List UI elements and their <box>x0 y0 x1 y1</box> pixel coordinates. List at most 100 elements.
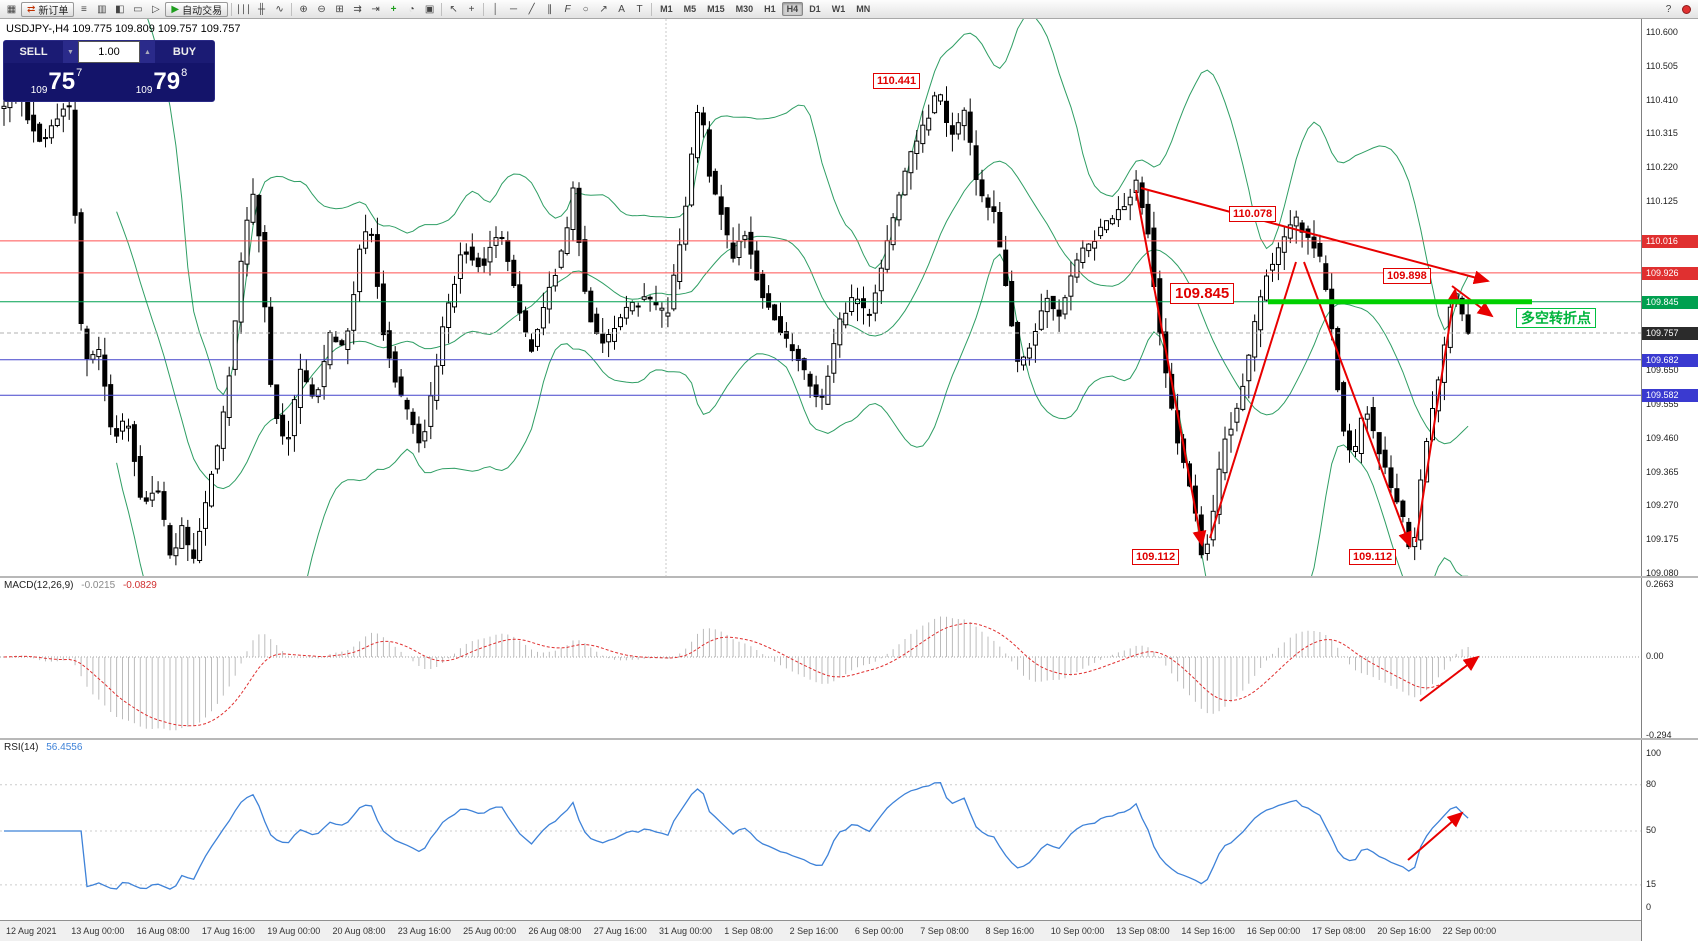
bar-chart-icon[interactable]: ∣∣∣ <box>236 3 252 15</box>
tf-h4[interactable]: H4 <box>781 2 804 16</box>
strategy-tester-icon[interactable]: ▷ <box>152 3 160 15</box>
tf-d1[interactable]: D1 <box>809 4 821 14</box>
text-label-icon[interactable]: T <box>636 3 643 15</box>
help-icon[interactable]: ? <box>1665 3 1672 15</box>
tf-w1[interactable]: W1 <box>831 4 846 14</box>
rsi-value: 56.4556 <box>46 742 83 753</box>
rsi-pane[interactable] <box>0 740 1641 918</box>
pane-separator[interactable] <box>0 576 1698 578</box>
bollinger-upper <box>147 19 1469 396</box>
macd-value-signal: -0.0829 <box>122 580 157 591</box>
price-scale-tick: 109.460 <box>1646 432 1679 443</box>
sell-price[interactable]: 109 75 7 <box>4 63 109 101</box>
buy-price[interactable]: 109 79 8 <box>109 63 214 101</box>
price-annotation-109845[interactable]: 109.845 <box>1170 283 1235 304</box>
date-label: 26 Aug 08:00 <box>528 926 582 936</box>
macd-signal-line <box>3 622 1469 727</box>
zoom-in-icon[interactable]: ⊕ <box>299 3 308 15</box>
price-scale-tick: 109.555 <box>1646 398 1679 409</box>
date-label: 20 Aug 08:00 <box>332 926 386 936</box>
tile-windows-icon[interactable]: ⊞ <box>335 3 344 15</box>
macd-pane[interactable] <box>0 578 1641 738</box>
channel-icon[interactable]: ∥ <box>547 3 553 15</box>
new-order-label: 新订单 <box>38 5 69 17</box>
price-scale-tick: 109.365 <box>1646 466 1679 477</box>
price-flag-label[interactable]: 110.441 <box>873 73 921 89</box>
navigator-icon[interactable]: ◧ <box>115 3 125 15</box>
price-flag-label[interactable]: 109.898 <box>1383 268 1431 284</box>
sell-price-handle: 109 <box>30 85 48 96</box>
date-label: 6 Sep 00:00 <box>854 926 904 936</box>
vertical-line-icon[interactable]: │ <box>492 3 499 15</box>
text-icon[interactable]: A <box>618 3 625 15</box>
price-scale-highlight: 109.926 <box>1642 266 1698 280</box>
tf-m1[interactable]: M1 <box>660 4 673 14</box>
price-scale[interactable]: 110.600 110.505 110.410 110.315 110.220 110.1… <box>1641 19 1698 941</box>
tf-m15[interactable]: M15 <box>707 4 725 14</box>
line-chart-icon[interactable]: ∿ <box>275 3 284 15</box>
templates-icon[interactable]: ▣ <box>424 3 435 15</box>
price-flag-label[interactable]: 109.112 <box>1349 549 1397 565</box>
price-scale-tick: 110.125 <box>1646 196 1678 207</box>
turning-point-note[interactable]: 多空转折点 <box>1516 308 1596 328</box>
tf-m5[interactable]: M5 <box>683 4 697 14</box>
tf-m30[interactable]: M30 <box>735 4 754 14</box>
candlestick-chart-icon[interactable]: ╫ <box>258 3 266 15</box>
main-chart-pane[interactable] <box>0 19 1641 576</box>
volume-input[interactable] <box>78 41 140 63</box>
macd-scale-tick: -0.294 <box>1646 730 1672 741</box>
toolbar-separator <box>483 2 485 16</box>
data-window-icon[interactable]: ▥ <box>97 3 107 15</box>
toolbar: ▦ ⇄ 新订单 ≡ ▥ ◧ ▭ ▷ ▶ 自动交易 ∣∣∣ ╫ ∿ ⊕ ⊖ ⊞ ⇉… <box>0 0 1698 19</box>
terminal-icon[interactable]: ▭ <box>133 3 143 15</box>
date-label: 22 Sep 00:00 <box>1442 926 1497 936</box>
toolbar-separator <box>651 2 653 16</box>
tf-mn[interactable]: MN <box>856 4 871 14</box>
rsi-label: RSI(14) 56.4556 <box>4 742 82 753</box>
volume-up-button[interactable]: ▲ <box>140 41 155 63</box>
crosshair-icon[interactable]: + <box>468 3 475 15</box>
tf-h1[interactable]: H1 <box>764 4 776 14</box>
price-scale-tick: 110.315 <box>1646 128 1678 139</box>
buy-price-big: 79 <box>153 68 181 95</box>
autotrading-play-icon: ▶ <box>171 3 180 15</box>
chart-window-icon[interactable]: ▦ <box>6 3 17 15</box>
rsi-scale-tick: 80 <box>1646 778 1657 789</box>
horizontal-line-icon[interactable]: ─ <box>510 3 518 15</box>
arrows-tool-icon[interactable]: ↗ <box>599 3 608 15</box>
indicators-icon[interactable]: + <box>390 3 397 15</box>
price-scale-tick: 110.220 <box>1646 162 1678 173</box>
rsi-scale-tick: 50 <box>1646 825 1657 835</box>
buy-button[interactable]: BUY <box>155 41 214 63</box>
date-label: 20 Sep 16:00 <box>1377 926 1431 936</box>
trendline-icon[interactable]: ╱ <box>528 3 535 15</box>
market-watch-icon[interactable]: ≡ <box>80 3 87 15</box>
rsi-scale-tick: 15 <box>1646 878 1657 889</box>
cursor-icon[interactable]: ↖ <box>449 3 458 15</box>
autoscroll-icon[interactable]: ⇉ <box>353 3 362 15</box>
sell-button[interactable]: SELL <box>4 41 63 63</box>
new-order-button[interactable]: ⇄ 新订单 <box>21 1 75 17</box>
time-axis[interactable]: 12 Aug 2021 13 Aug 00:00 16 Aug 08:00 17 Au… <box>0 920 1641 941</box>
date-label: 1 Sep 08:00 <box>724 926 773 936</box>
zoom-out-icon[interactable]: ⊖ <box>317 3 326 15</box>
fibonacci-icon[interactable]: F <box>564 3 571 15</box>
new-order-icon: ⇄ <box>27 3 36 15</box>
shapes-icon[interactable]: ○ <box>582 3 589 15</box>
chart-shift-icon[interactable]: ⇥ <box>371 3 380 15</box>
date-label: 16 Sep 00:00 <box>1246 926 1301 936</box>
price-flag-label[interactable]: 110.078 <box>1229 206 1277 222</box>
macd-scale-tick: 0.00 <box>1646 651 1664 661</box>
pane-separator[interactable] <box>0 738 1698 740</box>
price-flag-label[interactable]: 109.112 <box>1132 549 1180 565</box>
volume-down-button[interactable]: ▼ <box>63 41 78 63</box>
periods-icon[interactable]: ◔ <box>408 3 415 15</box>
price-scale-tick: 109.270 <box>1646 500 1679 511</box>
date-label: 10 Sep 00:00 <box>1050 926 1105 936</box>
autotrading-button[interactable]: ▶ 自动交易 <box>165 1 229 17</box>
date-label: 25 Aug 00:00 <box>463 926 517 936</box>
date-label: 13 Sep 08:00 <box>1116 926 1170 936</box>
community-icon[interactable] <box>1678 2 1695 17</box>
date-label: 23 Aug 16:00 <box>397 926 451 936</box>
date-label: 14 Sep 16:00 <box>1181 926 1235 936</box>
